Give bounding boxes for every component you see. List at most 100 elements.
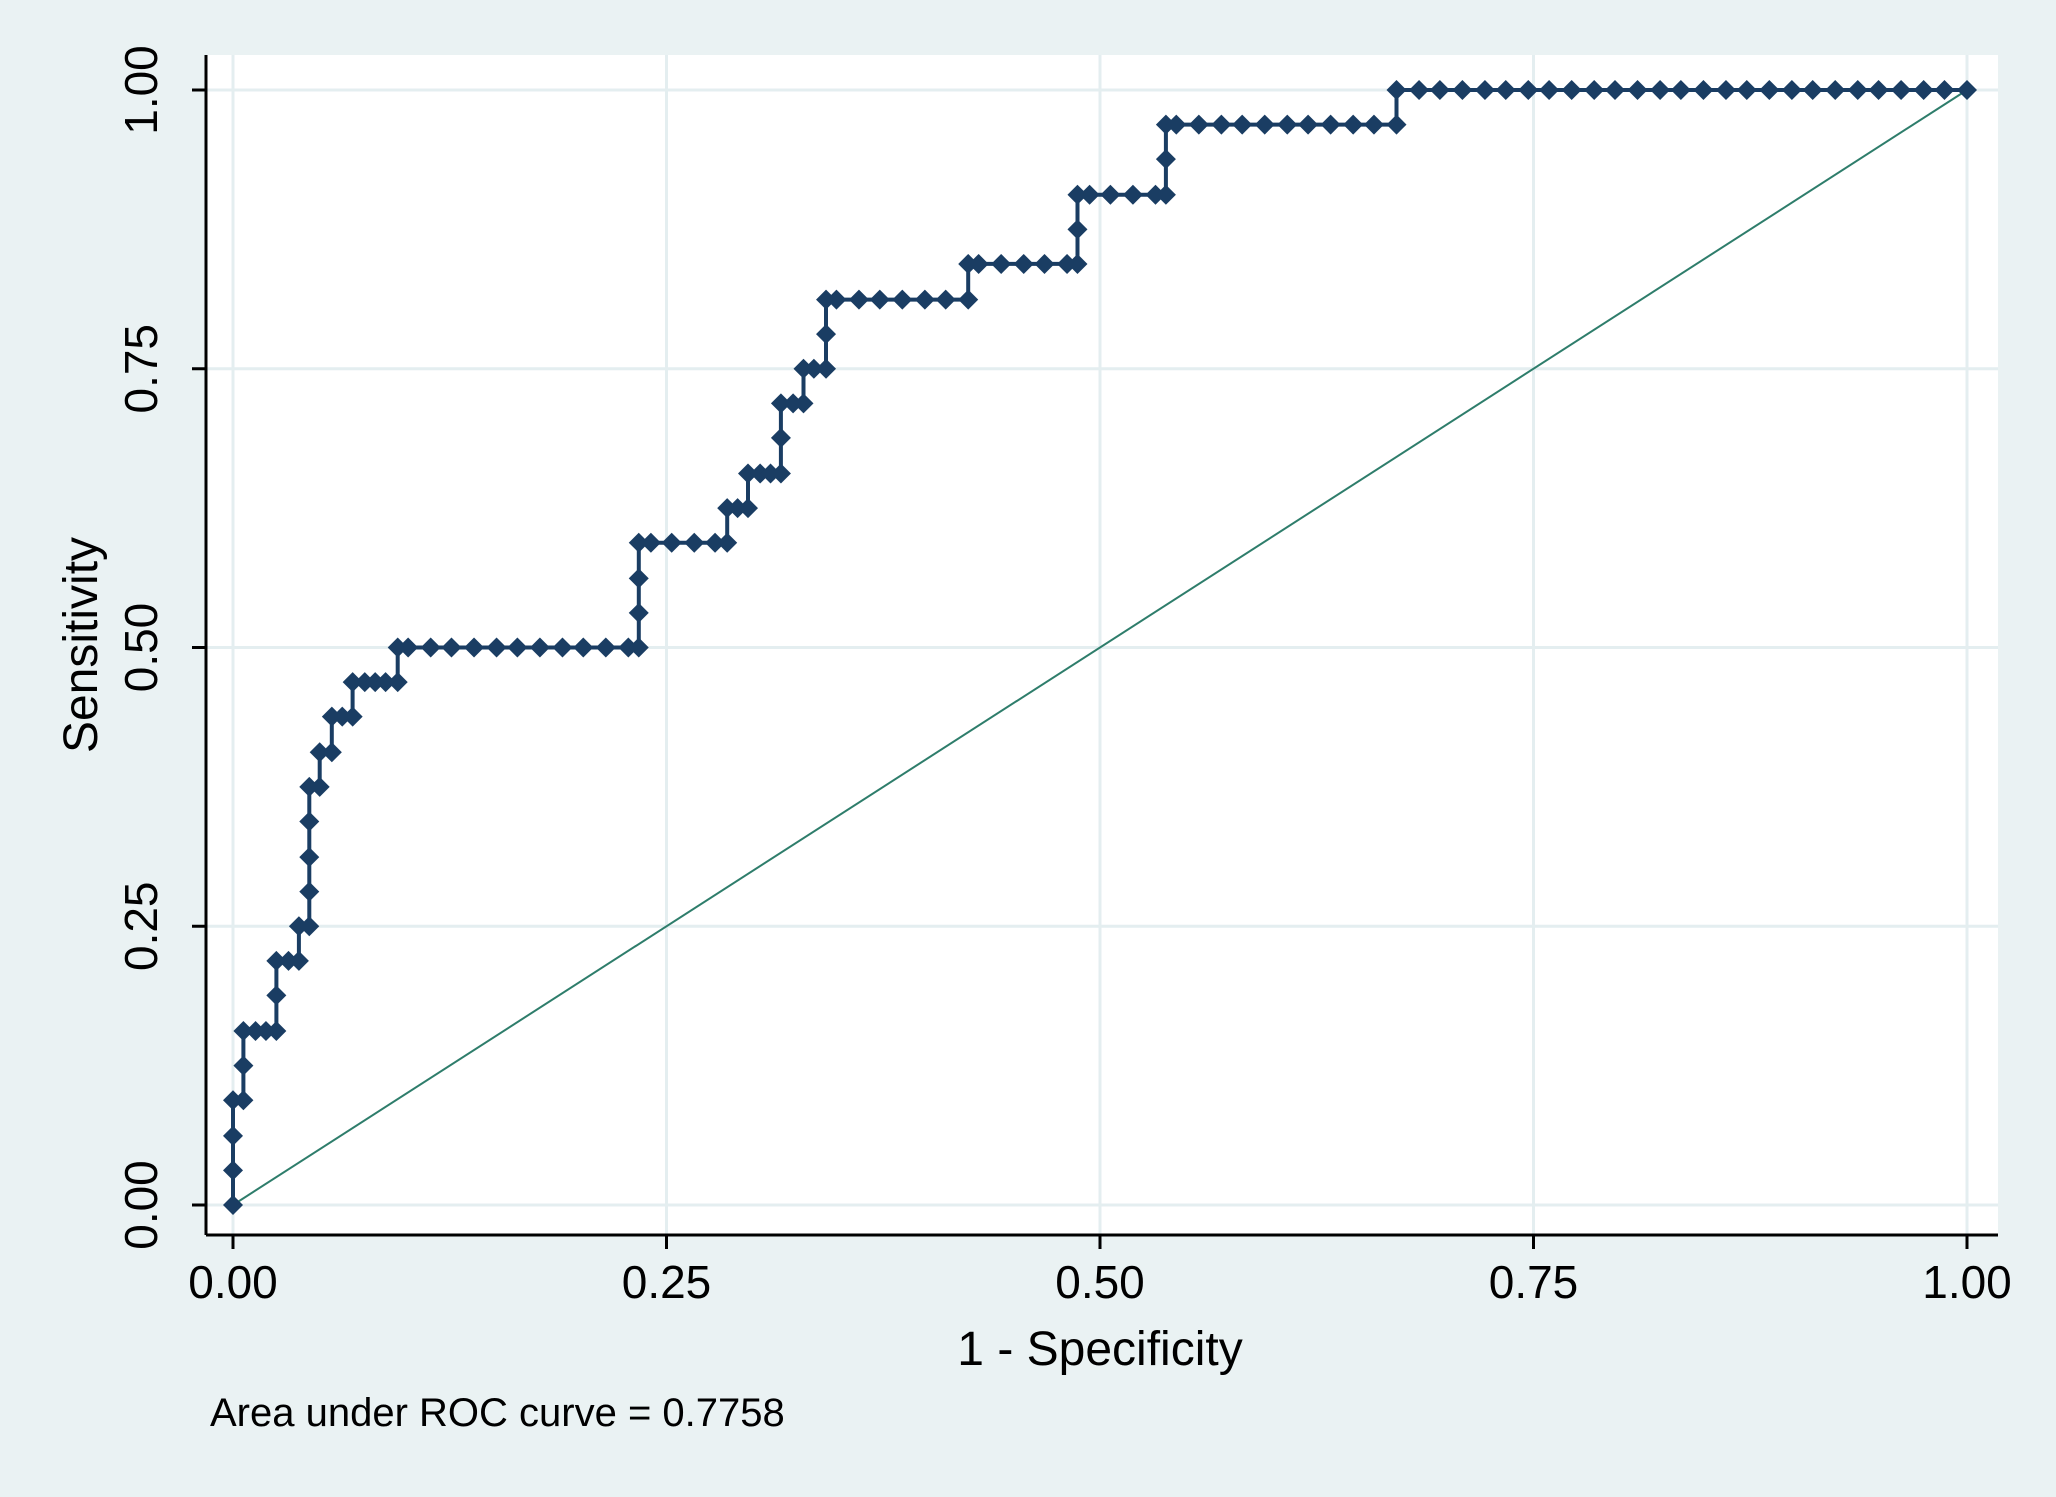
roc-point <box>398 637 419 658</box>
roc-point <box>441 637 462 658</box>
x-tick-label: 0.00 <box>188 1256 278 1308</box>
roc-point <box>288 916 309 937</box>
roc-point <box>892 289 913 310</box>
roc-point <box>1868 80 1889 100</box>
roc-point <box>816 358 837 379</box>
roc-point <box>1934 80 1955 100</box>
roc-point <box>375 672 396 693</box>
roc-point <box>705 532 726 553</box>
roc-point <box>278 950 299 971</box>
roc-point <box>1386 80 1407 100</box>
roc-point <box>1057 253 1078 274</box>
reference-diagonal-line <box>232 89 1968 1206</box>
roc-point <box>223 1125 243 1146</box>
y-tick-label: 0.00 <box>115 1160 167 1250</box>
roc-point <box>1781 80 1802 100</box>
roc-point <box>1298 114 1319 135</box>
roc-point <box>628 637 649 658</box>
roc-point <box>628 532 649 553</box>
roc-point <box>299 811 320 832</box>
roc-point <box>309 776 330 797</box>
roc-point <box>321 742 342 763</box>
roc-point <box>1715 80 1736 100</box>
roc-point <box>1825 80 1846 100</box>
roc-point <box>299 916 320 937</box>
roc-point <box>464 637 485 658</box>
x-axis-title: 1 - Specificity <box>957 1323 1242 1376</box>
roc-point <box>573 637 594 658</box>
roc-point <box>233 1055 254 1076</box>
roc-point <box>1561 80 1582 100</box>
roc-point <box>770 427 791 448</box>
roc-point <box>1650 80 1671 100</box>
roc-point <box>1539 80 1560 100</box>
x-tick-label: 0.75 <box>1489 1256 1579 1308</box>
roc-point <box>760 463 781 484</box>
roc-point <box>1670 80 1691 100</box>
roc-point <box>1957 80 1977 100</box>
roc-point <box>727 498 748 519</box>
roc-point <box>737 463 758 484</box>
roc-point <box>684 532 705 553</box>
roc-point <box>1495 80 1516 100</box>
roc-point <box>1155 149 1176 170</box>
roc-point <box>529 637 550 658</box>
roc-point <box>1232 114 1253 135</box>
roc-point <box>387 672 408 693</box>
roc-point <box>968 253 989 274</box>
roc-point <box>1013 253 1034 274</box>
roc-point <box>288 950 309 971</box>
roc-point <box>618 637 639 658</box>
roc-point <box>1474 80 1495 100</box>
roc-point <box>342 672 363 693</box>
roc-point <box>816 324 837 345</box>
roc-point <box>640 532 661 553</box>
roc-point <box>552 637 573 658</box>
roc-point <box>420 637 441 658</box>
roc-point <box>1211 114 1232 135</box>
roc-point <box>826 289 847 310</box>
roc-point <box>1913 80 1934 100</box>
axis-ticks: 0.00 0.25 0.50 0.75 1.00 0.00 0.25 0.50 0.75 1.00 <box>115 45 2012 1308</box>
roc-point <box>1067 253 1088 274</box>
roc-point <box>1122 184 1143 205</box>
y-tick-label: 0.25 <box>115 881 167 971</box>
roc-point <box>1759 80 1780 100</box>
roc-curve-markers <box>223 80 1977 1215</box>
y-axis-title: Sensitivity <box>55 537 108 753</box>
roc-point <box>1386 114 1407 135</box>
roc-point <box>783 393 804 414</box>
x-tick-label: 0.50 <box>1055 1256 1145 1308</box>
roc-point <box>1429 80 1450 100</box>
roc-point <box>1320 114 1341 135</box>
roc-point <box>507 637 528 658</box>
x-tick-label: 1.00 <box>1922 1256 2012 1308</box>
roc-point <box>595 637 616 658</box>
roc-point <box>661 532 682 553</box>
roc-point <box>233 1090 254 1111</box>
roc-point <box>1343 114 1364 135</box>
roc-point <box>486 637 507 658</box>
roc-point <box>387 637 408 658</box>
roc-point <box>803 358 824 379</box>
roc-point <box>1802 80 1823 100</box>
roc-point <box>233 1021 254 1042</box>
roc-point <box>365 672 386 693</box>
roc-point <box>717 498 738 519</box>
roc-point <box>628 602 649 623</box>
plot-area <box>206 55 1998 1235</box>
roc-point <box>958 289 979 310</box>
roc-point <box>266 1021 287 1042</box>
roc-point <box>1254 114 1275 135</box>
roc-point <box>309 742 330 763</box>
roc-point <box>750 463 771 484</box>
roc-point <box>299 776 320 797</box>
roc-point <box>1277 114 1298 135</box>
roc-point <box>1363 114 1384 135</box>
roc-point <box>1452 80 1473 100</box>
roc-point <box>628 568 649 589</box>
roc-point <box>816 289 837 310</box>
roc-point <box>1155 114 1176 135</box>
roc-point <box>1736 80 1757 100</box>
